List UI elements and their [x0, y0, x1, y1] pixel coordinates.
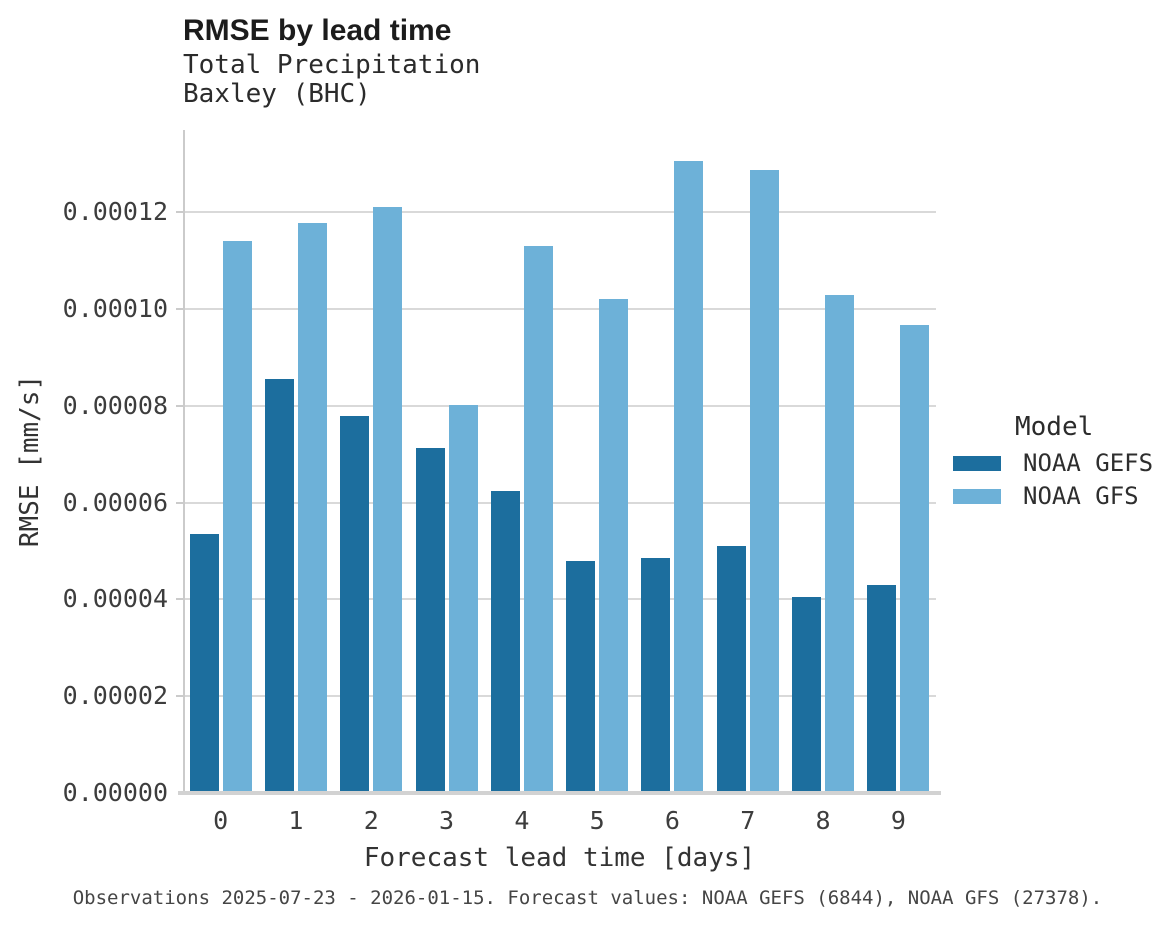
bar-noaa-gfs-6 [674, 161, 704, 791]
y-tick-mark [176, 211, 183, 214]
legend-swatch-noaa-gfs [953, 488, 1001, 504]
footer-note: Observations 2025-07-23 - 2026-01-15. Fo… [72, 887, 1103, 909]
chart-subtitle-variable: Total Precipitation [183, 50, 481, 80]
y-tick-mark [176, 695, 183, 698]
legend-swatch-noaa-gefs [953, 455, 1001, 471]
x-tick-label: 6 [664, 806, 680, 835]
x-tick-label: 5 [589, 806, 605, 835]
legend: Model NOAA GEFS NOAA GFS [953, 412, 1175, 510]
bar-noaa-gefs-2 [340, 416, 370, 791]
x-tick-label: 4 [514, 806, 530, 835]
bar-noaa-gfs-8 [825, 295, 855, 791]
bar-noaa-gfs-9 [900, 324, 930, 791]
page-title: RMSE by lead time [183, 14, 452, 47]
bar-noaa-gefs-3 [415, 448, 445, 791]
bar-noaa-gefs-8 [792, 597, 822, 791]
y-tick-label: 0.00004 [62, 584, 168, 614]
x-tick-label: 2 [363, 806, 379, 835]
y-tick-label: 0.00008 [62, 390, 168, 420]
y-axis-spine [183, 130, 185, 793]
legend-entry-noaa-gfs: NOAA GFS [953, 482, 1175, 510]
bar-noaa-gfs-5 [599, 298, 629, 791]
gridline [185, 211, 936, 214]
y-tick-label: 0.00006 [62, 487, 168, 517]
bar-noaa-gefs-6 [641, 557, 671, 791]
chart-subtitle-station: Baxley (BHC) [183, 79, 371, 109]
x-tick-label: 8 [815, 806, 831, 835]
bar-noaa-gefs-7 [716, 545, 746, 791]
x-tick-label: 9 [890, 806, 906, 835]
y-tick-mark [176, 308, 183, 311]
gridline [185, 598, 936, 601]
gridline [185, 695, 936, 698]
x-axis-title: Forecast lead time [days] [363, 843, 756, 873]
x-tick-label: 1 [288, 806, 304, 835]
bar-noaa-gefs-0 [189, 533, 219, 791]
legend-entry-noaa-gefs: NOAA GEFS [953, 449, 1175, 477]
gridline [185, 501, 936, 504]
legend-title: Model [1015, 412, 1094, 442]
y-tick-label: 0.00000 [62, 778, 168, 807]
bar-noaa-gfs-2 [373, 206, 403, 791]
x-tick-label: 3 [439, 806, 455, 835]
bar-noaa-gfs-3 [448, 405, 478, 791]
y-tick-mark [176, 404, 183, 407]
legend-label-noaa-gefs: NOAA GEFS [1023, 449, 1154, 477]
gridline [185, 308, 936, 311]
bar-noaa-gfs-4 [523, 245, 553, 791]
bar-noaa-gfs-7 [749, 169, 779, 791]
bar-noaa-gfs-1 [297, 223, 327, 791]
gridline [185, 404, 936, 407]
plot-area [176, 130, 941, 795]
y-tick-mark [176, 598, 183, 601]
bar-noaa-gefs-1 [264, 379, 294, 791]
bar-noaa-gefs-5 [566, 560, 596, 791]
y-tick-label: 0.00002 [62, 681, 168, 711]
legend-label-noaa-gfs: NOAA GFS [1023, 482, 1139, 510]
bar-noaa-gefs-9 [867, 584, 897, 791]
x-tick-label: 0 [213, 806, 229, 835]
bar-noaa-gefs-4 [490, 490, 520, 791]
y-tick-label: 0.00012 [62, 197, 168, 227]
bar-noaa-gfs-0 [222, 241, 252, 791]
y-tick-mark [176, 501, 183, 504]
x-tick-label: 7 [740, 806, 756, 835]
x-axis-baseline [178, 791, 941, 795]
y-tick-label: 0.00010 [62, 294, 168, 324]
